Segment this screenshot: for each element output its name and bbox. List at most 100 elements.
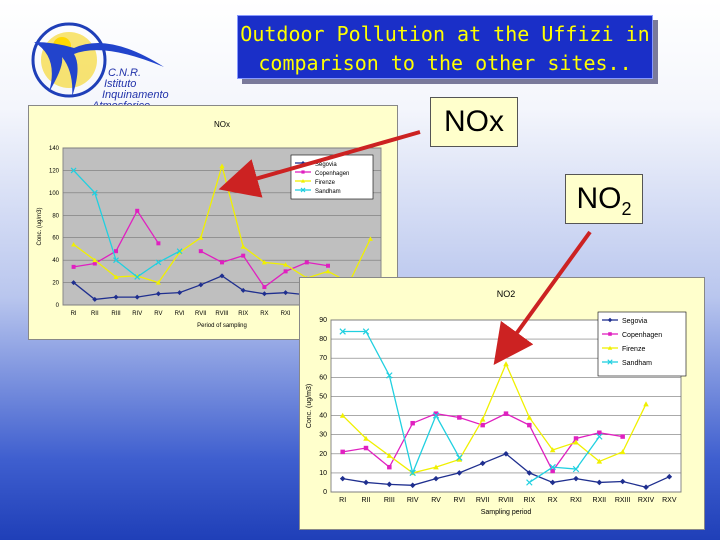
no2-label: NO	[576, 182, 622, 215]
data-point	[301, 170, 305, 174]
data-point	[71, 264, 76, 269]
x-axis-label: Period of sampling	[197, 323, 247, 329]
data-point	[620, 434, 625, 439]
data-point	[219, 273, 225, 279]
slide-title: Outdoor Pollution at the Uffizi in compa…	[237, 15, 653, 79]
data-point	[261, 291, 267, 297]
x-tick-label: RX	[260, 311, 268, 317]
no2-label-box: NO2	[565, 174, 643, 224]
data-point	[526, 470, 533, 476]
data-point	[549, 463, 556, 471]
data-point	[367, 236, 373, 241]
data-point	[113, 257, 119, 264]
x-tick-label: RIV	[132, 311, 142, 317]
data-point	[134, 274, 141, 280]
series-sandham	[70, 167, 183, 280]
no2-chart: 0 10 20 30 40 50 60 70 80 90 RI RII RIII RIV RV RVI RVII…	[300, 278, 704, 529]
data-point	[176, 248, 183, 255]
logo-line2: Istituto	[104, 78, 137, 90]
data-point	[549, 479, 556, 486]
legend: Segovia Copenhagen Firenze Sandham	[597, 311, 687, 377]
data-point	[607, 317, 613, 323]
y-axis-label: Conc. (ug/m3)	[306, 384, 313, 428]
y-tick-label: 80	[52, 213, 59, 219]
data-point	[386, 452, 393, 458]
data-point	[550, 468, 555, 474]
x-tick-label: RIII	[384, 497, 395, 504]
data-point	[70, 167, 77, 174]
data-point	[456, 470, 463, 476]
data-point	[573, 475, 579, 482]
data-point	[198, 235, 204, 240]
data-point	[387, 464, 392, 470]
nox-label: NOx	[444, 105, 504, 138]
cnr-logo: C.N.R. Istituto Inquinamento Atmosferico	[14, 12, 184, 112]
y-tick-label: 50	[319, 393, 327, 400]
data-point	[433, 411, 439, 416]
x-tick-label: RVIII	[498, 497, 513, 504]
data-point	[572, 465, 580, 473]
x-tick-label: RVI	[454, 497, 466, 504]
legend-label: Segovia	[315, 162, 337, 168]
data-point	[135, 208, 140, 213]
no2-chart-frame: 0 10 20 30 40 50 60 70 80 90 RI RII RIII RIV RV RVI RVII…	[299, 277, 705, 530]
x-tick-label: RVII	[476, 497, 490, 504]
data-point	[92, 257, 98, 263]
data-point	[92, 296, 98, 302]
data-point	[526, 414, 533, 420]
data-point	[363, 445, 369, 451]
data-point	[619, 449, 626, 455]
data-point	[283, 269, 288, 274]
chart-title: NOx	[214, 120, 230, 129]
x-tick-label: RIX	[238, 311, 248, 317]
data-point	[596, 433, 603, 440]
data-point	[92, 261, 97, 266]
data-point	[479, 416, 486, 422]
data-point	[643, 401, 649, 407]
legend: Segovia Copenhagen Firenze Sandham	[290, 154, 374, 200]
data-point	[113, 294, 119, 300]
y-tick-label: 70	[319, 355, 327, 362]
data-point	[177, 290, 183, 296]
data-point	[456, 456, 463, 462]
data-point	[409, 469, 416, 477]
x-tick-label: RX	[548, 497, 558, 504]
y-tick-label: 90	[319, 317, 327, 324]
data-point	[410, 420, 415, 426]
logo-line3: Inquinamento	[102, 89, 169, 101]
data-point	[362, 328, 370, 335]
logo-graphic	[31, 22, 164, 98]
data-point	[71, 241, 77, 247]
data-point	[134, 294, 140, 300]
data-point	[479, 460, 486, 467]
data-point	[597, 430, 602, 435]
title-line1: Outdoor Pollution at the Uffizi in	[240, 22, 650, 46]
y-tick-label: 40	[319, 413, 327, 420]
y-tick-label: 20	[52, 281, 59, 287]
y-tick-label: 40	[52, 258, 59, 264]
legend-label: Segovia	[622, 318, 647, 325]
series-line	[342, 330, 460, 476]
chart-title: NO2	[497, 289, 516, 299]
x-tick-label: RVIII	[215, 311, 229, 317]
y-tick-label: 60	[319, 374, 327, 381]
series-copenhagen	[71, 208, 330, 290]
y-tick-label: 0	[323, 489, 327, 496]
x-axis-label: Sampling period	[481, 509, 532, 516]
x-tick-label: RII	[91, 311, 99, 317]
data-point	[409, 482, 416, 489]
legend-label: Sandham	[622, 360, 652, 367]
series-copenhagen	[340, 411, 625, 474]
logo-line1: C.N.R.	[108, 67, 141, 79]
x-tick-label: RIII	[111, 311, 121, 317]
y-tick-label: 0	[56, 303, 60, 309]
y-tick-label: 10	[319, 470, 327, 477]
data-point	[549, 447, 556, 453]
no2-label-subscript: 2	[621, 199, 632, 219]
data-point	[503, 450, 509, 457]
x-tick-label: RV	[154, 311, 162, 317]
data-point	[71, 280, 77, 286]
data-point	[262, 285, 267, 290]
data-point	[432, 412, 440, 419]
data-point	[283, 290, 289, 296]
